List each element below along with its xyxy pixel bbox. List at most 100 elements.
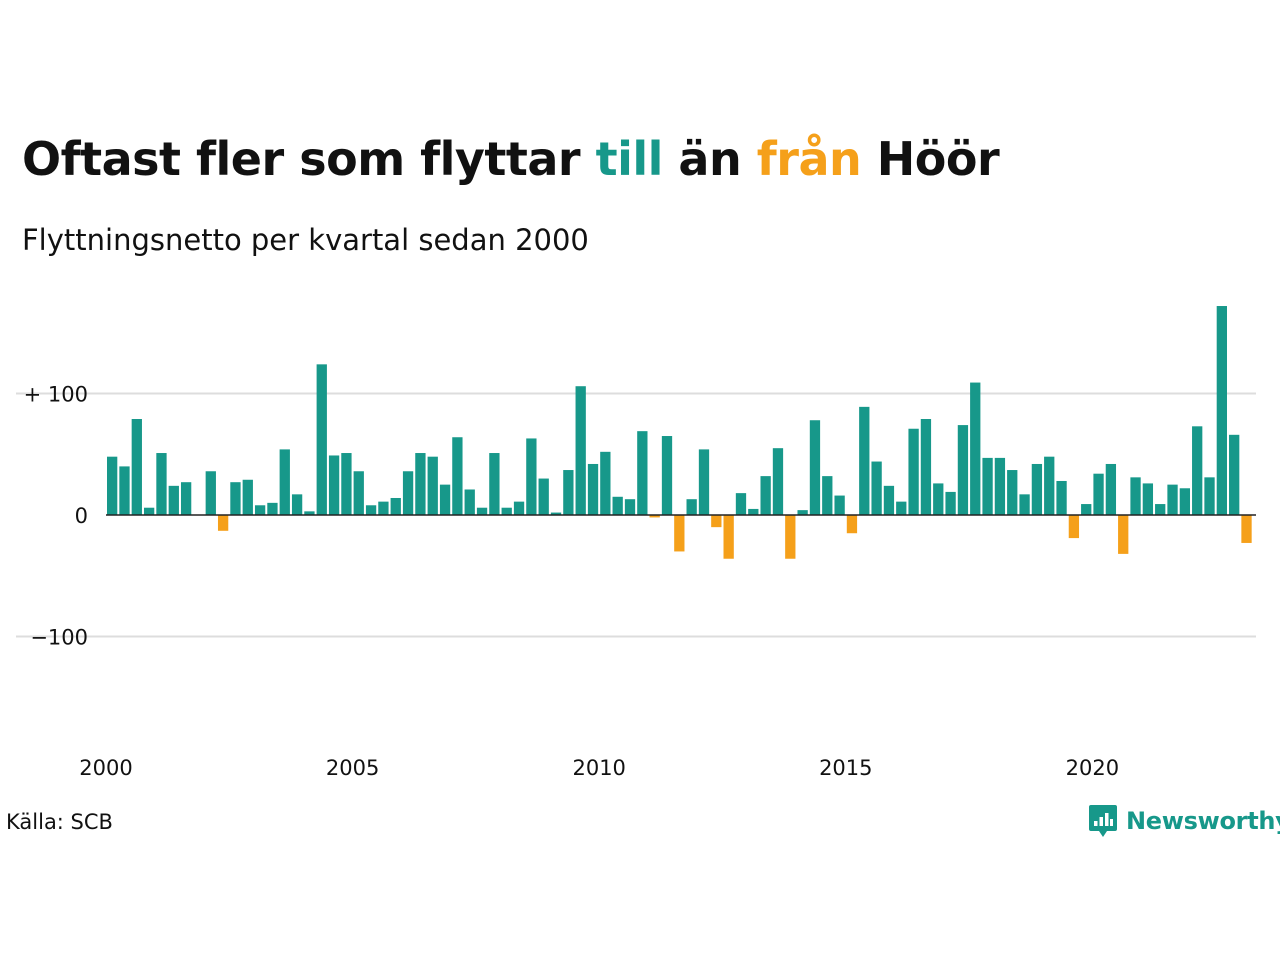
bar	[933, 483, 944, 515]
bar	[402, 471, 414, 515]
bar	[1105, 463, 1117, 515]
bar	[415, 453, 426, 515]
y-tick-label: + 100	[24, 383, 88, 407]
brand-name: Newsworthy	[1126, 807, 1280, 835]
bar	[1044, 456, 1055, 515]
bar	[859, 406, 870, 515]
bar	[242, 479, 253, 515]
chart-subtitle: Flyttningsnetto per kvartal sedan 2000	[22, 223, 589, 257]
title-part1: Oftast fler som flyttar	[22, 132, 596, 186]
bar	[649, 515, 660, 518]
bar	[920, 419, 932, 515]
newsworthy-logo-icon	[1089, 805, 1117, 837]
bar	[1155, 504, 1166, 515]
chart-title: Oftast fler som flyttar till än från Höö…	[22, 132, 1000, 186]
title-out-word: från	[756, 132, 862, 186]
bar	[205, 471, 216, 515]
bar	[1056, 480, 1067, 515]
bar	[575, 386, 586, 515]
bar	[217, 515, 229, 531]
bar	[1019, 494, 1030, 515]
bar	[883, 485, 895, 515]
x-tick-label: 2010	[572, 756, 625, 780]
bar	[797, 510, 808, 515]
bar-chart: + 100 0 −100 2000 2005 2010 2015 2020	[16, 306, 1256, 780]
bar	[674, 515, 685, 552]
bar	[760, 476, 771, 515]
bar	[1118, 515, 1129, 554]
bar	[180, 482, 192, 515]
bar	[489, 453, 500, 515]
bar	[526, 438, 537, 515]
x-tick-label: 2015	[819, 756, 872, 780]
bar	[711, 515, 722, 528]
bar	[254, 505, 266, 515]
bar	[957, 425, 969, 515]
bar	[501, 507, 512, 515]
bar	[624, 499, 636, 515]
bar	[1142, 483, 1154, 515]
bar	[809, 420, 821, 515]
bar	[563, 470, 574, 515]
bar	[587, 463, 599, 515]
bar	[896, 501, 907, 515]
bar	[538, 478, 549, 515]
bar	[1167, 484, 1178, 516]
bar	[464, 489, 475, 516]
bar	[230, 482, 241, 515]
bar	[427, 456, 438, 515]
bar	[328, 455, 340, 516]
bar	[1179, 488, 1191, 515]
bar	[1229, 434, 1240, 515]
title-part2: än	[662, 132, 757, 186]
bar	[131, 419, 142, 515]
x-tick-label: 2000	[79, 756, 132, 780]
bar	[365, 505, 377, 515]
bar	[1216, 306, 1227, 515]
bar	[1204, 477, 1215, 515]
bar	[316, 364, 327, 515]
bar	[1093, 473, 1104, 515]
bar	[168, 485, 179, 515]
bar	[834, 495, 845, 515]
bar	[661, 436, 673, 515]
bar	[143, 507, 155, 515]
bar	[970, 382, 981, 515]
bar	[698, 449, 710, 515]
bar	[1007, 470, 1018, 515]
bar	[439, 484, 451, 516]
bar	[1031, 463, 1043, 515]
bar	[822, 476, 833, 515]
y-tick-label: −100	[30, 626, 88, 650]
bar	[1192, 426, 1203, 516]
bar	[846, 515, 858, 534]
bar	[1130, 477, 1141, 515]
bar	[279, 449, 290, 515]
x-tick-label: 2020	[1066, 756, 1119, 780]
bar	[267, 502, 278, 515]
brand-logo[interactable]: Newsworthy	[1088, 803, 1280, 839]
title-in-word: till	[595, 132, 664, 186]
bar	[772, 448, 784, 516]
bar	[612, 496, 623, 516]
bar	[735, 493, 747, 515]
bar	[1081, 504, 1092, 515]
bar	[600, 451, 611, 515]
x-tick-label: 2005	[326, 756, 379, 780]
bar	[723, 515, 734, 559]
bar	[476, 507, 488, 515]
bar	[452, 437, 463, 515]
title-part3: Höör	[861, 132, 1000, 186]
bar	[550, 512, 562, 515]
bar	[390, 497, 401, 515]
bar	[1068, 515, 1080, 539]
bar	[378, 501, 389, 515]
bar	[119, 466, 130, 515]
bar	[686, 499, 697, 515]
bar	[748, 508, 759, 516]
bar	[785, 515, 796, 559]
source-label: Källa: SCB	[6, 810, 113, 834]
bar	[994, 457, 1006, 515]
bar	[513, 501, 525, 515]
bar	[304, 511, 315, 515]
